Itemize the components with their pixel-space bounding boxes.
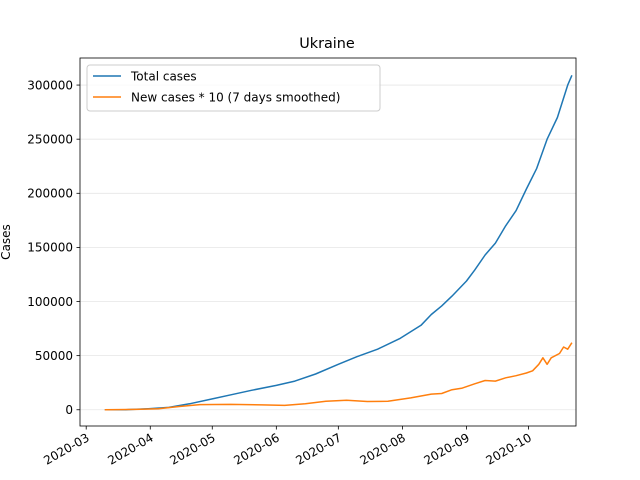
chart-title: Ukraine bbox=[299, 36, 355, 52]
y-axis: 0 50000 100000 150000 200000 250000 300000 bbox=[27, 78, 80, 417]
x-tick-label: 2020-04 bbox=[105, 430, 155, 467]
legend-label-new-cases: New cases * 10 (7 days smoothed) bbox=[131, 91, 340, 105]
y-tick-label: 0 bbox=[65, 403, 73, 417]
x-axis: 2020-03 2020-04 2020-05 2020-06 2020-07 2020-… bbox=[41, 426, 534, 468]
grid-lines bbox=[80, 84, 576, 411]
legend-label-total-cases: Total cases bbox=[130, 70, 197, 84]
x-tick-label: 2020-03 bbox=[41, 430, 91, 467]
legend-box bbox=[86, 64, 381, 112]
legend: Total cases New cases * 10 (7 days smoot… bbox=[86, 64, 381, 112]
x-tick-label: 2020-05 bbox=[167, 430, 217, 467]
x-tick-label: 2020-06 bbox=[231, 430, 281, 467]
y-tick-label: 150000 bbox=[27, 241, 73, 255]
x-tick-label: 2020-07 bbox=[293, 430, 343, 467]
y-tick-label: 50000 bbox=[35, 349, 73, 363]
y-tick-label: 100000 bbox=[27, 295, 73, 309]
plot-frame bbox=[79, 57, 577, 427]
x-tick-label: 2020-10 bbox=[484, 430, 534, 467]
y-tick-label: 250000 bbox=[27, 132, 73, 146]
y-tick-label: 200000 bbox=[27, 187, 73, 201]
y-axis-label: Cases bbox=[0, 224, 13, 260]
series-lines bbox=[104, 75, 573, 411]
series-line-0 bbox=[104, 75, 573, 411]
y-tick-label: 300000 bbox=[27, 78, 73, 92]
x-tick-label: 2020-08 bbox=[357, 430, 407, 467]
series-line-1 bbox=[104, 342, 573, 411]
x-tick-label: 2020-09 bbox=[422, 430, 472, 467]
